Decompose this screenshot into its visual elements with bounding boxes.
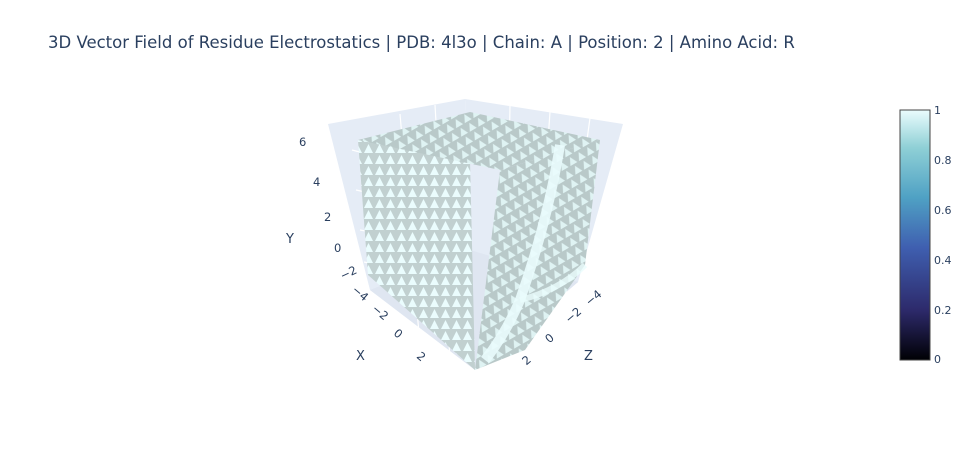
- colorbar-gradient: [899, 109, 931, 361]
- cone-highlight-band: [481, 144, 565, 364]
- cone-volume[interactable]: [358, 112, 600, 370]
- colorbar: 1 0.8 0.6 0.4 0.2 0: [899, 104, 952, 366]
- cone-highlight-band-2: [519, 262, 588, 303]
- y-tick: 0: [334, 241, 341, 255]
- z-tick: 0: [542, 330, 557, 345]
- z-tick: −4: [582, 287, 604, 309]
- z-tick: −2: [562, 304, 584, 326]
- z-tick: 2: [519, 352, 534, 367]
- y-tick: −2: [338, 263, 359, 283]
- colorbar-tick: 0: [934, 353, 941, 366]
- y-axis: 6 4 2 0 −2 Y: [285, 135, 359, 283]
- y-tick: 6: [299, 135, 306, 149]
- y-tick: 4: [313, 175, 320, 189]
- y-axis-title: Y: [285, 232, 294, 247]
- colorbar-tick: 0.8: [934, 154, 952, 167]
- colorbar-tick: 0.4: [934, 254, 952, 267]
- x-axis-title: X: [356, 349, 365, 364]
- z-axis-title: Z: [584, 349, 593, 364]
- x-tick: 2: [414, 349, 429, 364]
- chart-title: 3D Vector Field of Residue Electrostatic…: [48, 33, 795, 52]
- x-tick: −4: [349, 282, 371, 304]
- x-tick: 0: [391, 326, 406, 341]
- colorbar-tick: 0.6: [934, 204, 952, 217]
- y-tick: 2: [324, 210, 331, 224]
- cone-face-front-left: [358, 140, 475, 370]
- cone-face-top: [358, 112, 600, 170]
- colorbar-tick: 0.2: [934, 304, 952, 317]
- x-tick: −2: [369, 301, 391, 323]
- colorbar-tick: 1: [934, 104, 941, 117]
